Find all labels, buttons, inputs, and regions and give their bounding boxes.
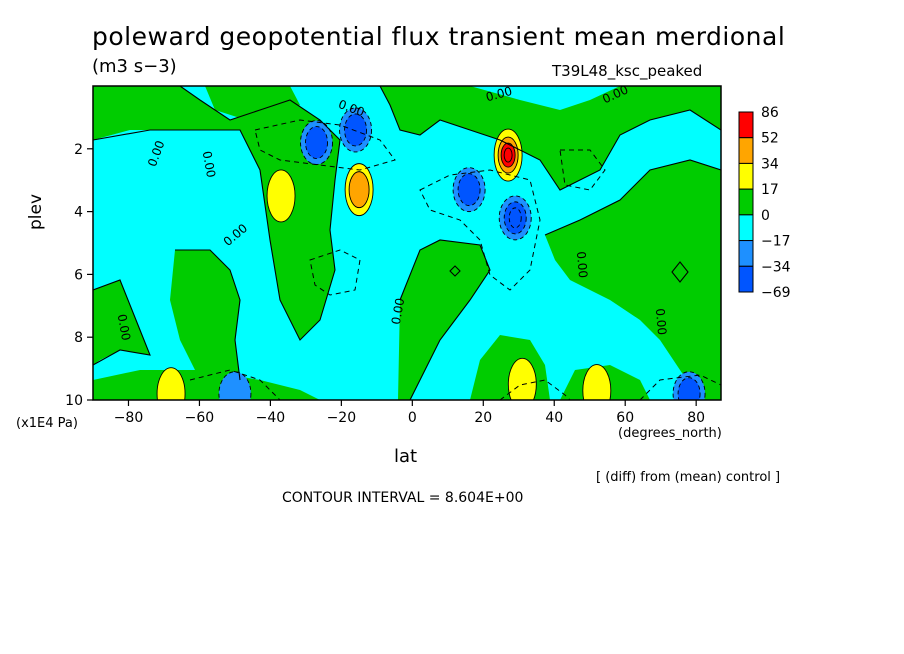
contour-label: 0.00: [653, 308, 669, 336]
x-tick-label: −60: [185, 410, 215, 426]
colorbar-swatch: [738, 188, 754, 216]
colorbar-swatch: [738, 111, 754, 139]
chart-units: (m3 s−3): [92, 56, 177, 77]
colorbar-swatch: [738, 214, 754, 242]
positive-region: [545, 160, 721, 400]
run-label: T39L48_ksc_peaked: [552, 62, 703, 80]
zero-contour: [399, 239, 491, 400]
y-tick-label: 8: [74, 330, 83, 346]
maximum-contour: [507, 357, 537, 400]
colorbar-label: −17: [761, 234, 791, 250]
negative-contour: [419, 169, 541, 291]
maximum-contour: [156, 367, 186, 400]
contour-label: 0.00: [115, 313, 133, 342]
positive-region: [93, 86, 340, 340]
positive-region: [398, 240, 490, 400]
positive-region: [93, 280, 150, 365]
negative-contour: [559, 149, 606, 191]
x-tick-label: 60: [616, 410, 634, 426]
zero-contour: [175, 249, 241, 381]
contour-label: 0.00: [484, 84, 513, 104]
y-axis: 2 4 6 8 10: [65, 142, 93, 409]
colorbar-label: 86: [761, 105, 779, 121]
negative-contour: [189, 369, 281, 400]
zero-contour: [671, 261, 689, 283]
colorbar-swatch: [738, 265, 754, 293]
plot-area: [93, 86, 721, 400]
colorbar-swatch: [738, 162, 754, 190]
positive-region: [205, 86, 300, 120]
positive-region: [93, 370, 320, 400]
maximum-contour: [266, 169, 296, 223]
y-tick-label: 4: [74, 205, 83, 221]
minimum-contour: [677, 377, 701, 400]
positive-regions: [93, 86, 721, 400]
x-tick-label: −40: [256, 410, 286, 426]
positive-region: [170, 250, 240, 380]
x-axis: −80 −60 −40 −20 0 20 40 60 80: [114, 400, 705, 426]
x-tick-label: −20: [327, 410, 357, 426]
feature-blobs: [156, 107, 706, 400]
minimum-contour: [344, 113, 368, 147]
minimum-contour: [218, 371, 252, 400]
minimum-contour: [457, 173, 481, 207]
x-tick-label: 80: [687, 410, 705, 426]
plot-frame: [92, 85, 722, 401]
maximum-contour: [582, 364, 612, 400]
x-axis-label: lat: [394, 446, 418, 467]
colorbar-label: 52: [761, 131, 779, 147]
positive-region: [380, 86, 721, 190]
colorbar-label: 34: [761, 156, 779, 172]
colorbar: 86 52 34 17 0 −17 −34 −69: [738, 105, 791, 301]
x-tick-label: −80: [114, 410, 144, 426]
maximum-contour: [503, 147, 513, 163]
negative-contours: [189, 119, 721, 400]
zero-contour: [449, 265, 461, 277]
x-axis-units: (degrees_north): [618, 426, 722, 441]
chart-title: poleward geopotential flux transient mea…: [92, 22, 786, 51]
contour-label: 0.00: [389, 297, 407, 326]
colorbar-label: 0: [761, 208, 770, 224]
colorbar-label: 17: [761, 182, 779, 198]
colorbar-label: −34: [761, 259, 791, 275]
diff-note: [ (diff) from (mean) control ]: [596, 470, 781, 485]
colorbar-label: −69: [761, 285, 791, 301]
y-tick-label: 2: [74, 142, 83, 158]
maximum-contour: [348, 171, 370, 209]
x-tick-label: 20: [474, 410, 492, 426]
zero-contours: [93, 86, 721, 400]
zero-contour: [544, 159, 721, 236]
minimum-contour: [508, 207, 522, 229]
contour-interval: CONTOUR INTERVAL = 8.604E+00: [282, 490, 524, 506]
negative-contour: [309, 249, 361, 296]
y-tick-label: 6: [74, 267, 83, 283]
zero-contour: [93, 86, 341, 341]
colorbar-swatch: [738, 240, 754, 267]
contour-label: 0.00: [574, 251, 590, 279]
zero-contour: [379, 86, 721, 191]
y-axis-units: (x1E4 Pa): [16, 416, 78, 431]
negative-contour: [254, 119, 396, 171]
zero-contour: [93, 279, 151, 366]
negative-contour: [639, 374, 721, 400]
x-tick-label: 0: [408, 410, 417, 426]
colorbar-swatch: [738, 137, 754, 164]
y-tick-label: 10: [65, 393, 83, 409]
x-tick-label: 40: [545, 410, 563, 426]
contour-label: 0.00: [200, 150, 218, 179]
minimum-contour: [305, 126, 328, 159]
